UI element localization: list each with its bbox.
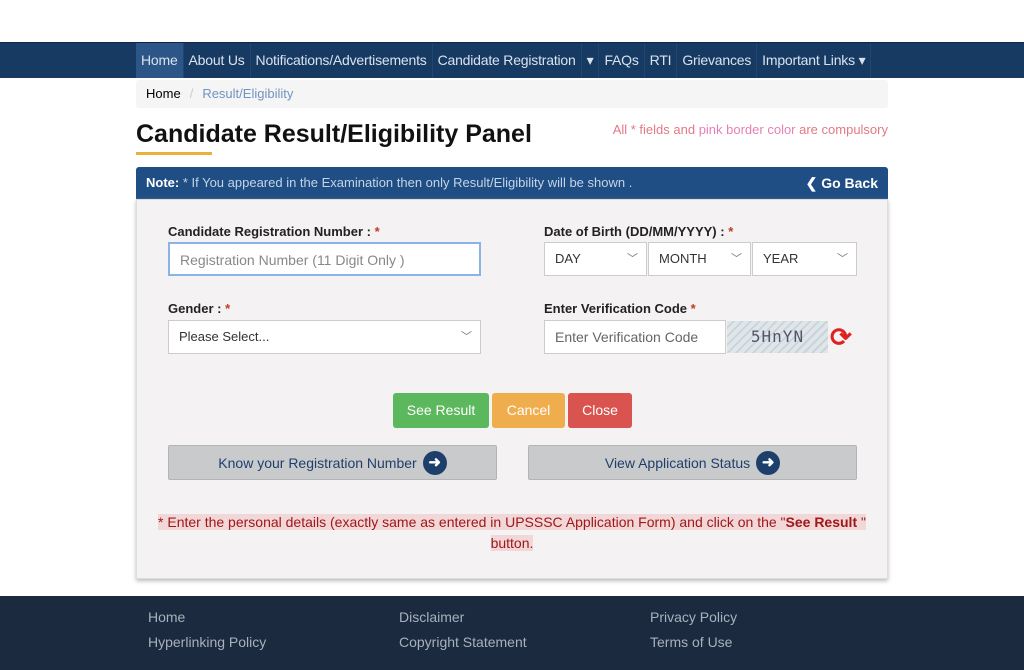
- breadcrumb-separator: /: [189, 86, 194, 101]
- gender-value: Please Select...: [179, 329, 270, 344]
- required-note-a: All * fields and: [612, 122, 699, 137]
- breadcrumb-current: Result/Eligibility: [202, 86, 294, 101]
- cancel-button[interactable]: Cancel: [492, 393, 565, 428]
- month-value: MONTH: [659, 251, 707, 266]
- note-bar: Note: * If You appeared in the Examinati…: [136, 167, 888, 199]
- gender-select[interactable]: Please Select... ﹀: [168, 320, 481, 354]
- go-back-label: Go Back: [821, 175, 878, 191]
- note-text: * If You appeared in the Examination the…: [179, 175, 633, 190]
- chevron-down-icon[interactable]: ▾: [582, 43, 600, 78]
- dob-day-select[interactable]: DAY ﹀: [544, 242, 647, 276]
- registration-label: Candidate Registration Number : *: [168, 224, 380, 239]
- nav-rti[interactable]: RTI: [645, 43, 678, 78]
- breadcrumb: Home / Result/Eligibility: [136, 80, 888, 108]
- refresh-icon[interactable]: ⟳: [830, 322, 852, 352]
- main-nav: Home About Us Notifications/Advertisemen…: [0, 42, 1024, 78]
- view-status-label: View Application Status: [604, 454, 751, 471]
- required-note-b: are compulsory: [795, 122, 888, 137]
- chevron-down-icon: ▾: [858, 52, 866, 68]
- verification-label-text: Enter Verification Code: [544, 301, 688, 316]
- know-registration-label: Know your Registration Number: [218, 454, 417, 471]
- verification-label: Enter Verification Code *: [544, 301, 696, 316]
- required-star: *: [225, 301, 231, 316]
- nav-faqs[interactable]: FAQs: [599, 43, 645, 78]
- nav-about-us[interactable]: About Us: [184, 43, 251, 78]
- nav-important-links[interactable]: Important Links ▾: [757, 43, 872, 78]
- year-value: YEAR: [763, 251, 799, 266]
- required-fields-note: All * fields and pink border color are c…: [613, 122, 888, 137]
- arrow-right-circle-icon: ➜: [756, 450, 781, 475]
- footer-terms-of-use[interactable]: Terms of Use: [650, 634, 733, 650]
- chevron-down-icon: ﹀: [627, 253, 638, 265]
- page-title: Candidate Result/Eligibility Panel: [136, 120, 532, 148]
- instruction-message: * Enter the personal details (exactly sa…: [136, 512, 888, 554]
- required-star: *: [728, 224, 734, 239]
- title-underline: [136, 152, 212, 155]
- footer-copyright[interactable]: Copyright Statement: [399, 634, 527, 650]
- dob-label: Date of Birth (DD/MM/YYYY) : *: [544, 224, 733, 239]
- footer-privacy-policy[interactable]: Privacy Policy: [650, 609, 738, 625]
- gender-label-text: Gender :: [168, 301, 222, 316]
- view-application-status-button[interactable]: View Application Status ➜: [528, 445, 857, 480]
- breadcrumb-home[interactable]: Home: [146, 86, 181, 101]
- nav-notifications[interactable]: Notifications/Advertisements: [251, 43, 433, 78]
- nav-candidate-registration[interactable]: Candidate Registration: [433, 43, 582, 78]
- nav-important-links-label: Important Links: [762, 52, 855, 68]
- close-button[interactable]: Close: [568, 393, 632, 428]
- footer-disclaimer[interactable]: Disclaimer: [399, 609, 465, 625]
- dob-label-text: Date of Birth (DD/MM/YYYY) :: [544, 224, 725, 239]
- nav-home[interactable]: Home: [136, 43, 184, 78]
- note-label: Note:: [146, 175, 180, 190]
- know-registration-number-button[interactable]: Know your Registration Number ➜: [168, 445, 497, 480]
- chevron-left-circle-icon: ❮: [805, 175, 818, 191]
- footer-hyperlinking-policy[interactable]: Hyperlinking Policy: [148, 634, 267, 650]
- message-text: * Enter the personal details (exactly sa…: [158, 514, 786, 530]
- message-bold: See Result: [785, 514, 858, 530]
- dob-month-select[interactable]: MONTH ﹀: [648, 242, 751, 276]
- required-star: *: [690, 301, 696, 316]
- footer-home[interactable]: Home: [148, 609, 186, 625]
- go-back-button[interactable]: ❮ Go Back: [806, 167, 878, 199]
- day-value: DAY: [555, 251, 581, 266]
- see-result-button[interactable]: See Result: [393, 393, 489, 428]
- chevron-down-icon: ﹀: [731, 253, 742, 265]
- registration-label-text: Candidate Registration Number :: [168, 224, 371, 239]
- dob-year-select[interactable]: YEAR ﹀: [752, 242, 857, 276]
- gender-label: Gender : *: [168, 301, 230, 316]
- nav-grievances[interactable]: Grievances: [677, 43, 758, 78]
- registration-number-input[interactable]: Registration Number (11 Digit Only ): [168, 242, 481, 276]
- required-star: *: [374, 224, 380, 239]
- footer: Home Hyperlinking Policy Disclaimer Copy…: [0, 596, 1024, 670]
- required-note-pink: pink border color: [698, 122, 796, 137]
- arrow-right-circle-icon: ➜: [422, 450, 447, 475]
- verification-code-input[interactable]: Enter Verification Code: [544, 320, 726, 354]
- chevron-down-icon: ﹀: [461, 331, 472, 343]
- captcha-image: 5HnYN: [727, 321, 828, 353]
- chevron-down-icon: ﹀: [837, 253, 848, 265]
